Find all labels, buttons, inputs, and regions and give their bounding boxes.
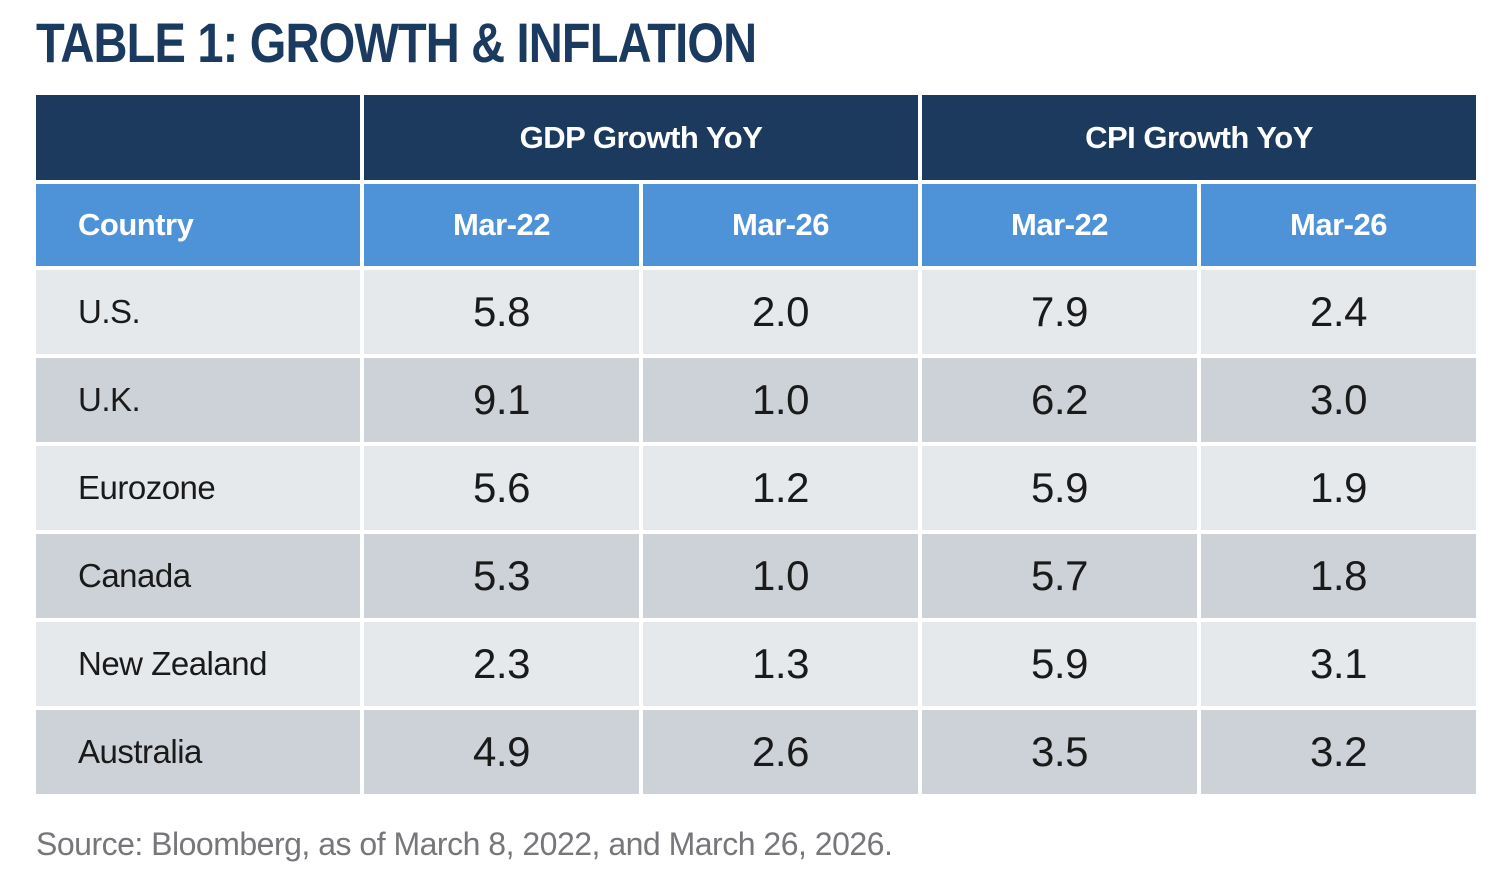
value-cell: 5.9 bbox=[922, 622, 1197, 706]
value-cell: 2.4 bbox=[1201, 270, 1476, 354]
column-header-country: Country bbox=[36, 184, 360, 266]
value-cell: 2.6 bbox=[643, 710, 918, 794]
country-cell: Canada bbox=[36, 534, 360, 618]
column-header-cpi-mar26: Mar-26 bbox=[1201, 184, 1476, 266]
column-header-gdp-mar26: Mar-26 bbox=[643, 184, 918, 266]
value-cell: 5.9 bbox=[922, 446, 1197, 530]
growth-inflation-table: GDP Growth YoY CPI Growth YoY Country Ma… bbox=[36, 95, 1476, 794]
value-cell: 2.0 bbox=[643, 270, 918, 354]
value-cell: 1.8 bbox=[1201, 534, 1476, 618]
value-cell: 5.6 bbox=[364, 446, 639, 530]
value-cell: 1.0 bbox=[643, 534, 918, 618]
value-cell: 3.0 bbox=[1201, 358, 1476, 442]
value-cell: 4.9 bbox=[364, 710, 639, 794]
value-cell: 5.7 bbox=[922, 534, 1197, 618]
value-cell: 7.9 bbox=[922, 270, 1197, 354]
country-cell: New Zealand bbox=[36, 622, 360, 706]
value-cell: 1.0 bbox=[643, 358, 918, 442]
value-cell: 5.8 bbox=[364, 270, 639, 354]
value-cell: 9.1 bbox=[364, 358, 639, 442]
value-cell: 3.2 bbox=[1201, 710, 1476, 794]
value-cell: 3.1 bbox=[1201, 622, 1476, 706]
group-header-gdp: GDP Growth YoY bbox=[364, 95, 918, 180]
value-cell: 3.5 bbox=[922, 710, 1197, 794]
value-cell: 1.9 bbox=[1201, 446, 1476, 530]
country-cell: U.S. bbox=[36, 270, 360, 354]
country-cell: U.K. bbox=[36, 358, 360, 442]
country-cell: Australia bbox=[36, 710, 360, 794]
table-title: TABLE 1: GROWTH & INFLATION bbox=[36, 11, 757, 74]
value-cell: 1.2 bbox=[643, 446, 918, 530]
group-header-cpi: CPI Growth YoY bbox=[922, 95, 1476, 180]
country-cell: Eurozone bbox=[36, 446, 360, 530]
source-note: Source: Bloomberg, as of March 8, 2022, … bbox=[36, 826, 893, 862]
value-cell: 1.3 bbox=[643, 622, 918, 706]
column-header-cpi-mar22: Mar-22 bbox=[922, 184, 1197, 266]
value-cell: 6.2 bbox=[922, 358, 1197, 442]
corner-cell bbox=[36, 95, 360, 180]
value-cell: 2.3 bbox=[364, 622, 639, 706]
value-cell: 5.3 bbox=[364, 534, 639, 618]
column-header-gdp-mar22: Mar-22 bbox=[364, 184, 639, 266]
